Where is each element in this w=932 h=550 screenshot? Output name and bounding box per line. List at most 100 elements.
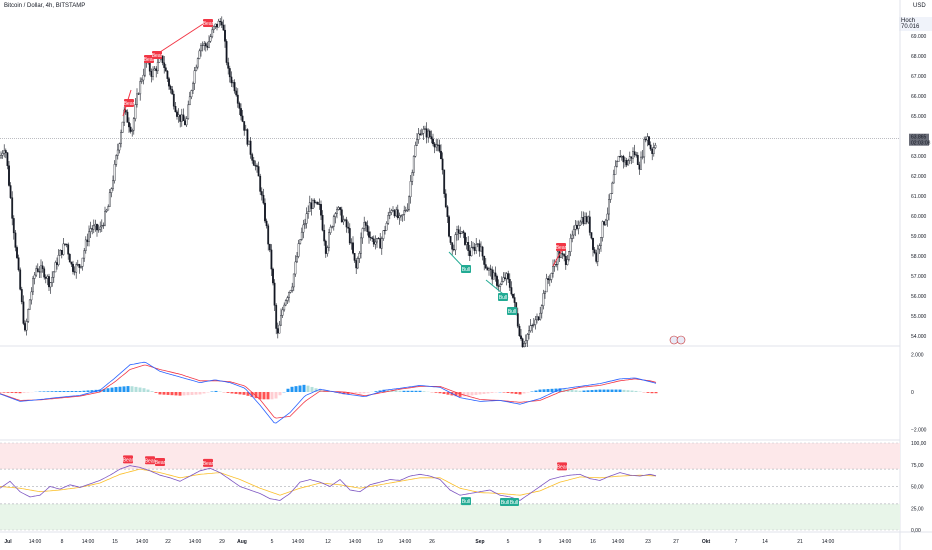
hoch-badge[interactable]: Hoch 70.016: [899, 17, 932, 31]
macd-histogram-bar: [366, 392, 370, 393]
candle-body: [488, 268, 490, 271]
price-signal-bear-label: Bear: [203, 21, 214, 27]
rsi-signal-bear-label: Bear: [557, 464, 568, 470]
candle-body: [499, 284, 502, 287]
macd-histogram-bar: [622, 389, 626, 392]
time-tick-label: 19: [377, 539, 383, 545]
candle-body: [368, 231, 370, 238]
macd-histogram-bar: [118, 386, 122, 392]
macd-histogram-bar: [478, 392, 482, 395]
macd-histogram-bar: [354, 392, 358, 394]
candle-body: [548, 279, 551, 281]
time-tick-label: 14:00: [822, 539, 835, 545]
macd-histogram-bar: [534, 390, 538, 392]
price-tick-label: 66.000: [911, 94, 927, 100]
candle-body: [172, 93, 175, 107]
candle-body: [323, 230, 326, 242]
candle-body: [92, 225, 95, 230]
candle-body: [529, 325, 532, 332]
candle-body: [76, 264, 79, 266]
macd-histogram-bar: [214, 390, 218, 392]
macd-histogram-bar: [306, 385, 310, 392]
candle-body: [64, 243, 66, 245]
macd-histogram-bar: [546, 389, 550, 392]
macd-histogram-bar: [414, 390, 418, 392]
macd-histogram-bar: [130, 386, 134, 392]
candle-body: [444, 193, 447, 207]
macd-histogram-bar: [470, 392, 474, 396]
hoch-label: Hoch: [901, 18, 916, 24]
candle-body: [377, 237, 380, 239]
candle-body: [54, 262, 57, 273]
candle-body: [356, 258, 359, 269]
candle-body: [516, 313, 519, 327]
macd-histogram-bar: [178, 392, 182, 396]
candle-body: [507, 273, 510, 280]
candle-body: [238, 103, 241, 109]
candle-body: [108, 192, 111, 207]
candle-body: [188, 96, 191, 106]
candle-body: [224, 29, 226, 42]
candle-body: [409, 181, 412, 198]
candle-body: [483, 255, 486, 265]
macd-histogram-bar: [142, 388, 146, 392]
candle-body: [480, 246, 482, 252]
candle-body: [646, 136, 649, 141]
candle-body: [265, 220, 268, 227]
rsi-line: [0, 465, 657, 501]
candle-body: [78, 264, 81, 268]
time-tick-label: 22: [165, 539, 171, 545]
candle-body: [518, 325, 521, 337]
candle-body: [169, 85, 172, 90]
candle-body: [435, 144, 438, 148]
macd-histogram-bar: [342, 392, 346, 395]
time-tick-label: 14:00: [612, 539, 625, 545]
candle-body: [150, 71, 153, 77]
candle-body: [100, 225, 103, 228]
candle-body: [129, 126, 132, 132]
candle-body: [617, 156, 620, 162]
candle-body: [318, 203, 321, 205]
candle-body: [446, 206, 449, 217]
candle-body: [560, 253, 562, 258]
macd-tick-label: 2.000: [911, 353, 924, 359]
candle-body: [633, 151, 636, 156]
candle-body: [563, 254, 566, 257]
candle-body: [464, 232, 466, 245]
candle-body: [70, 261, 73, 265]
price-signal-bull-label: Bull: [499, 295, 507, 301]
macd-histogram-bar: [90, 390, 94, 392]
macd-histogram-bar: [230, 392, 234, 394]
candle-body: [201, 44, 204, 46]
candle-body: [0, 155, 2, 159]
candle-body: [619, 156, 622, 158]
candle-body: [467, 242, 470, 251]
price-tick-label: 62.000: [911, 174, 927, 180]
candle-body: [371, 237, 374, 240]
macd-histogram-bar: [630, 390, 634, 392]
candle-body: [502, 277, 505, 282]
candle-body: [571, 234, 574, 239]
candle-body: [427, 130, 430, 138]
candle-body: [652, 147, 655, 154]
candle-body: [478, 243, 481, 252]
candle-body: [246, 129, 249, 145]
candle-body: [486, 267, 489, 271]
candle-body: [254, 165, 257, 167]
candle-body: [97, 228, 100, 231]
price-signal-bull-label: Bull: [462, 267, 470, 273]
candle-body: [22, 301, 25, 324]
candle-body: [137, 93, 140, 95]
candle-body: [630, 156, 633, 159]
macd-histogram-bar: [514, 392, 518, 394]
macd-histogram-bar: [490, 392, 494, 393]
time-tick-label: 16: [590, 539, 596, 545]
candle-body: [94, 223, 97, 227]
candle-body: [158, 58, 161, 63]
macd-histogram-bar: [374, 391, 378, 392]
candle-body: [132, 118, 135, 131]
candle-body: [296, 256, 298, 263]
candle-body: [385, 223, 388, 231]
